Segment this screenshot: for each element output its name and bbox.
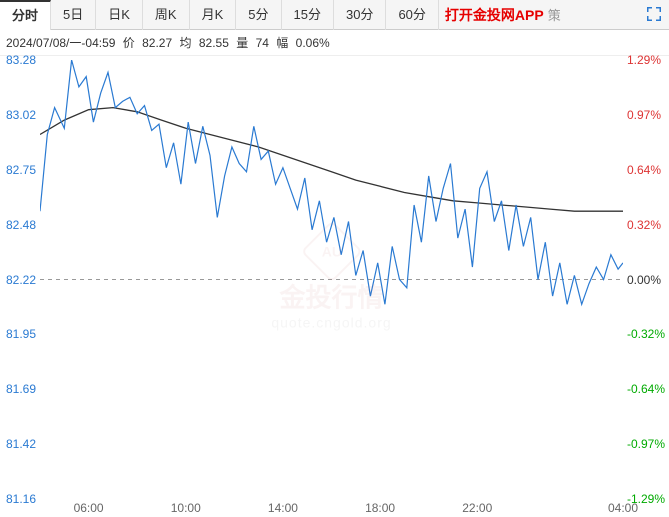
x-axis: 06:0010:0014:0018:0022:0004:00: [40, 499, 623, 517]
y-left-label: 81.95: [6, 327, 36, 341]
y-right-label: -0.97%: [627, 437, 665, 451]
tab-30分[interactable]: 30分: [334, 0, 386, 30]
y-axis-right: 1.29%0.97%0.64%0.32%0.00%-0.32%-0.64%-0.…: [623, 60, 669, 499]
info-price: 82.27: [142, 36, 172, 50]
y-right-label: 0.00%: [627, 273, 661, 287]
avg-line: [40, 108, 623, 212]
price-chart: [40, 60, 623, 499]
tab-周K[interactable]: 周K: [143, 0, 190, 30]
x-label: 22:00: [462, 501, 492, 515]
x-label: 04:00: [608, 501, 638, 515]
tab-15分[interactable]: 15分: [282, 0, 334, 30]
info-vol: 74: [256, 36, 269, 50]
info-vol-label: 量: [236, 36, 248, 50]
chart-area: AU 金投行情 quote.cngold.org: [40, 60, 623, 499]
y-right-label: 1.29%: [627, 53, 661, 67]
y-left-label: 81.69: [6, 382, 36, 396]
y-left-label: 82.22: [6, 273, 36, 287]
y-right-label: -0.64%: [627, 382, 665, 396]
y-right-label: -0.32%: [627, 327, 665, 341]
price-line: [40, 60, 623, 304]
fullscreen-icon[interactable]: [645, 5, 663, 23]
tab-5分[interactable]: 5分: [236, 0, 281, 30]
info-datetime: 2024/07/08/一-04:59: [6, 36, 115, 50]
tab-月K[interactable]: 月K: [190, 0, 237, 30]
y-right-label: 0.32%: [627, 218, 661, 232]
y-right-label: 0.64%: [627, 163, 661, 177]
tab-日K[interactable]: 日K: [96, 0, 143, 30]
x-label: 18:00: [365, 501, 395, 515]
y-left-label: 81.16: [6, 492, 36, 506]
info-amp-label: 幅: [276, 36, 288, 50]
y-right-label: 0.97%: [627, 108, 661, 122]
x-label: 06:00: [74, 501, 104, 515]
tab-60分[interactable]: 60分: [386, 0, 438, 30]
info-amp: 0.06%: [296, 36, 330, 50]
y-left-label: 82.75: [6, 163, 36, 177]
info-price-label: 价: [123, 36, 135, 50]
tab-分时[interactable]: 分时: [0, 0, 51, 30]
tab-more[interactable]: 策: [548, 5, 561, 24]
open-app-link[interactable]: 打开金投网APP: [445, 5, 544, 25]
y-left-label: 83.02: [6, 108, 36, 122]
y-axis-left: 83.2883.0282.7582.4882.2281.9581.6981.42…: [0, 60, 40, 499]
y-left-label: 82.48: [6, 218, 36, 232]
tab-5日[interactable]: 5日: [51, 0, 96, 30]
x-label: 10:00: [171, 501, 201, 515]
y-left-label: 81.42: [6, 437, 36, 451]
x-label: 14:00: [268, 501, 298, 515]
info-bar: 2024/07/08/一-04:59 价 82.27 均 82.55 量 74 …: [0, 30, 669, 56]
tab-bar: 分时5日日K周K月K5分15分30分60分 打开金投网APP 策: [0, 0, 669, 30]
info-avg: 82.55: [199, 36, 229, 50]
info-avg-label: 均: [180, 36, 192, 50]
y-left-label: 83.28: [6, 53, 36, 67]
